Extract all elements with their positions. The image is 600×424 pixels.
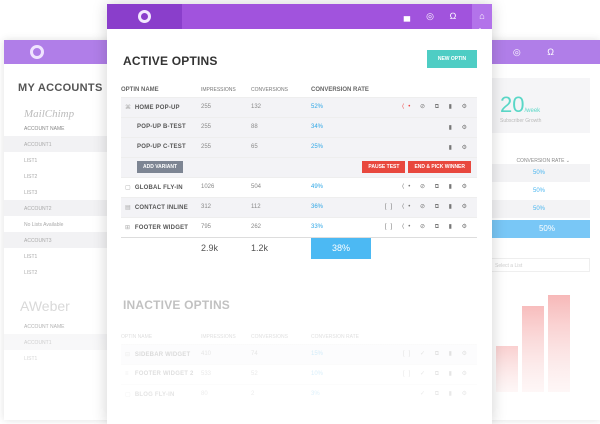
new-optin-button[interactable]: NEW OPTIN [427, 50, 477, 68]
optin-row[interactable]: ▢ GLOBAL FLY-IN 1026 504 49% ⟨• ⊘ ⧉ ▮ ⚙ [121, 176, 477, 197]
rate-cell: 50% [490, 200, 590, 218]
optin-name[interactable]: POP-UP C-TEST [121, 136, 201, 157]
logo-icon [138, 10, 151, 23]
accounts-icon[interactable]: Ω [449, 11, 457, 21]
row-actions[interactable]: ⟨• ⊘ ⧉ ▮ ⚙ [371, 96, 477, 117]
rate: 36% [311, 196, 371, 217]
row-actions[interactable]: [] ⟨• ⊘ ⧉ ▮ ⚙ [371, 196, 477, 217]
optin-name[interactable]: GLOBAL FLY-IN [134, 184, 183, 191]
col-conversion-rate: CONVERSION RATE [311, 86, 369, 93]
conversions: 262 [251, 216, 311, 237]
stat-unit: /week [524, 108, 541, 114]
share-icon[interactable]: ⟨• [401, 104, 415, 110]
add-variant-button[interactable]: ADD VARIANT [137, 161, 184, 173]
accounts-panel: MY ACCOUNTS MailChimp ACCOUNT NAME ACCOU… [4, 40, 124, 420]
total-impressions: 2.9k [201, 236, 251, 259]
optin-name[interactable]: HOME POP-UP [134, 104, 180, 111]
optin-row[interactable]: ⌘ HOME POP-UP 255 132 52% ⟨• ⊘ ⧉ ▮ ⚙ [121, 96, 477, 117]
logo-icon [30, 45, 44, 59]
list-row[interactable]: LIST1 [24, 158, 38, 164]
row-actions[interactable]: [] ⟨• ⊘ ⧉ ▮ ⚙ [371, 216, 477, 237]
active-optins-table: OPTIN NAME IMPRESSIONS CONVERSIONS CONVE… [121, 83, 477, 259]
top-nav-bar: ▄ ◎ Ω ⌂ [107, 4, 492, 32]
conversions: 112 [251, 196, 311, 217]
optin-row[interactable]: ▤ CONTACT INLINE 312 112 36% [] ⟨• ⊘ ⧉ ▮… [121, 196, 477, 217]
optins-dashboard: ▄ ◎ Ω ⌂ ACTIVE OPTINS NEW OPTIN OPTIN NA… [107, 4, 492, 424]
split-test-controls: ADD VARIANT PAUSE TEST END & PICK WINNER [121, 156, 477, 177]
impressions: 255 [201, 136, 251, 157]
rate: 25% [311, 136, 371, 157]
end-pick-winner-button[interactable]: END & PICK WINNER [408, 161, 471, 173]
conversions: 504 [251, 176, 311, 197]
stat-value: 20 [500, 92, 525, 117]
rate: 52% [311, 96, 371, 117]
active-optins-title: ACTIVE OPTINS [123, 54, 218, 68]
widget-icon: ⊞ [125, 224, 131, 231]
rate: 34% [311, 116, 371, 137]
variant-row[interactable]: POP-UP C-TEST 255 65 25% ▮ ⚙ [121, 136, 477, 157]
stats-header-bar: ▄ ◎ Ω ⌂ [480, 40, 600, 68]
flyin-icon: ▢ [125, 184, 131, 191]
column-header: ACCOUNT NAME [24, 126, 65, 132]
totals-row: 2.9k 1.2k 38% [121, 236, 477, 259]
accounts-title: MY ACCOUNTS [18, 82, 103, 94]
active-caret-icon [476, 28, 484, 32]
impressions: 312 [201, 196, 251, 217]
conversions: 65 [251, 136, 311, 157]
impressions: 795 [201, 216, 251, 237]
col-impressions: IMPRESSIONS [201, 86, 236, 93]
conversion-rate-sort[interactable]: CONVERSION RATE ⌄ [516, 158, 570, 164]
total-conversions: 1.2k [251, 236, 311, 259]
optin-name[interactable]: CONTACT INLINE [134, 204, 188, 211]
optin-name[interactable]: FOOTER WIDGET [134, 224, 189, 231]
support-icon[interactable]: ◎ [426, 11, 434, 21]
inline-icon: ▤ [125, 204, 131, 211]
account-row[interactable]: ACCOUNT1 [4, 136, 124, 152]
split-test-icon: ⌘ [125, 104, 132, 111]
rate: 33% [311, 216, 371, 237]
optin-row[interactable]: ⊞ FOOTER WIDGET 795 262 33% [] ⟨• ⊘ ⧉ ▮ … [121, 216, 477, 237]
rate-cell: 50% [490, 164, 590, 182]
stat-label: Subscriber Growth [500, 118, 542, 124]
col-conversions: CONVERSIONS [251, 86, 288, 93]
pause-test-button[interactable]: PAUSE TEST [362, 161, 406, 173]
impressions: 1026 [201, 176, 251, 197]
optin-name[interactable]: POP-UP B-TEST [121, 116, 201, 137]
subscriber-growth-card: 20/week Subscriber Growth [490, 78, 590, 133]
row-actions[interactable]: ⟨• ⊘ ⧉ ▮ ⚙ [371, 176, 477, 197]
impressions: 255 [201, 96, 251, 117]
list-row[interactable]: LIST2 [24, 174, 38, 180]
list-row[interactable]: LIST1 [24, 254, 38, 260]
account-row[interactable]: ACCOUNT3 [4, 232, 124, 248]
accounts-header-bar [4, 40, 124, 64]
stats-icon[interactable]: ▄ [403, 11, 411, 21]
stats-panel: ▄ ◎ Ω ⌂ 20/week Subscriber Growth CONVER… [480, 40, 600, 420]
row-actions[interactable]: ▮ ⚙ [371, 136, 477, 157]
conversions: 132 [251, 96, 311, 117]
impressions: 255 [201, 116, 251, 137]
total-rate: 38% [311, 236, 371, 259]
nav-icons: ▄ ◎ Ω ⌂ [480, 47, 566, 68]
mailchimp-logo: MailChimp [24, 108, 75, 120]
variant-row[interactable]: POP-UP B-TEST 255 88 34% ▮ ⚙ [121, 116, 477, 137]
list-row: No Lists Available [24, 222, 64, 228]
logo-area[interactable] [107, 4, 182, 29]
rate-cell: 50% [532, 188, 545, 194]
conversions: 88 [251, 116, 311, 137]
col-optin-name: OPTIN NAME [121, 86, 159, 93]
total-rate: 50% [490, 220, 590, 238]
list-row[interactable]: LIST3 [24, 190, 38, 196]
account-row[interactable]: ACCOUNT2 [4, 200, 124, 216]
rate: 49% [311, 176, 371, 197]
home-icon[interactable]: ⌂ [472, 4, 492, 29]
row-actions[interactable]: ▮ ⚙ [371, 116, 477, 137]
